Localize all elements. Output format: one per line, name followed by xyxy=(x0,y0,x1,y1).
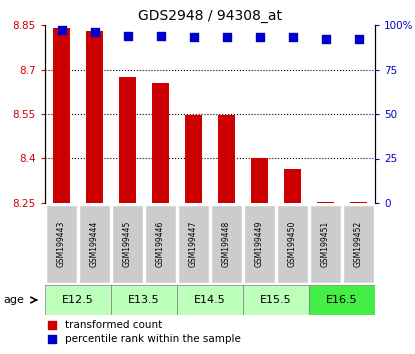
Bar xyxy=(309,285,375,315)
Point xyxy=(157,33,164,39)
Bar xyxy=(343,205,374,283)
Bar xyxy=(119,77,136,203)
Bar xyxy=(112,205,143,283)
Bar xyxy=(79,205,110,283)
Bar xyxy=(152,83,169,203)
Bar xyxy=(185,115,202,203)
Text: E13.5: E13.5 xyxy=(128,295,160,305)
Point xyxy=(256,35,263,40)
Title: GDS2948 / 94308_at: GDS2948 / 94308_at xyxy=(138,8,282,23)
Bar xyxy=(244,205,275,283)
Text: GSM199452: GSM199452 xyxy=(354,221,363,267)
Bar xyxy=(211,205,242,283)
Bar xyxy=(45,285,111,315)
Text: GSM199443: GSM199443 xyxy=(57,221,66,267)
Bar xyxy=(251,159,268,203)
Bar xyxy=(178,205,209,283)
Point xyxy=(355,36,362,42)
Text: GSM199449: GSM199449 xyxy=(255,221,264,267)
Point xyxy=(190,35,197,40)
Text: GSM199445: GSM199445 xyxy=(123,221,132,267)
Point xyxy=(48,322,55,327)
Text: GSM199446: GSM199446 xyxy=(156,221,165,267)
Bar xyxy=(317,201,334,203)
Text: GSM199450: GSM199450 xyxy=(288,221,297,267)
Text: GSM199451: GSM199451 xyxy=(321,221,330,267)
Text: percentile rank within the sample: percentile rank within the sample xyxy=(65,335,241,344)
Point xyxy=(124,33,131,39)
Bar xyxy=(111,285,177,315)
Bar xyxy=(46,205,77,283)
Text: GSM199447: GSM199447 xyxy=(189,221,198,267)
Text: GSM199448: GSM199448 xyxy=(222,221,231,267)
Text: E16.5: E16.5 xyxy=(326,295,358,305)
Bar xyxy=(177,285,243,315)
Text: age: age xyxy=(3,295,24,305)
Bar xyxy=(350,201,367,203)
Point xyxy=(58,28,65,33)
Text: E12.5: E12.5 xyxy=(62,295,94,305)
Bar xyxy=(218,115,235,203)
Bar xyxy=(277,205,308,283)
Text: transformed count: transformed count xyxy=(65,320,162,330)
Bar xyxy=(310,205,342,283)
Bar xyxy=(86,31,103,203)
Point xyxy=(48,337,55,342)
Text: E15.5: E15.5 xyxy=(260,295,292,305)
Point xyxy=(223,35,230,40)
Bar xyxy=(243,285,309,315)
Point xyxy=(91,29,98,35)
Bar xyxy=(284,169,301,203)
Bar xyxy=(53,28,70,203)
Text: E14.5: E14.5 xyxy=(194,295,226,305)
Text: GSM199444: GSM199444 xyxy=(90,221,99,267)
Point xyxy=(289,35,296,40)
Point xyxy=(322,36,329,42)
Bar xyxy=(145,205,176,283)
